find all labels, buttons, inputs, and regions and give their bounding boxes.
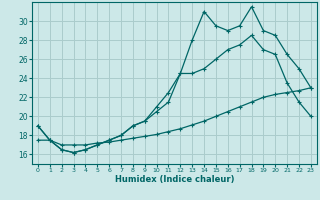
X-axis label: Humidex (Indice chaleur): Humidex (Indice chaleur) [115,175,234,184]
